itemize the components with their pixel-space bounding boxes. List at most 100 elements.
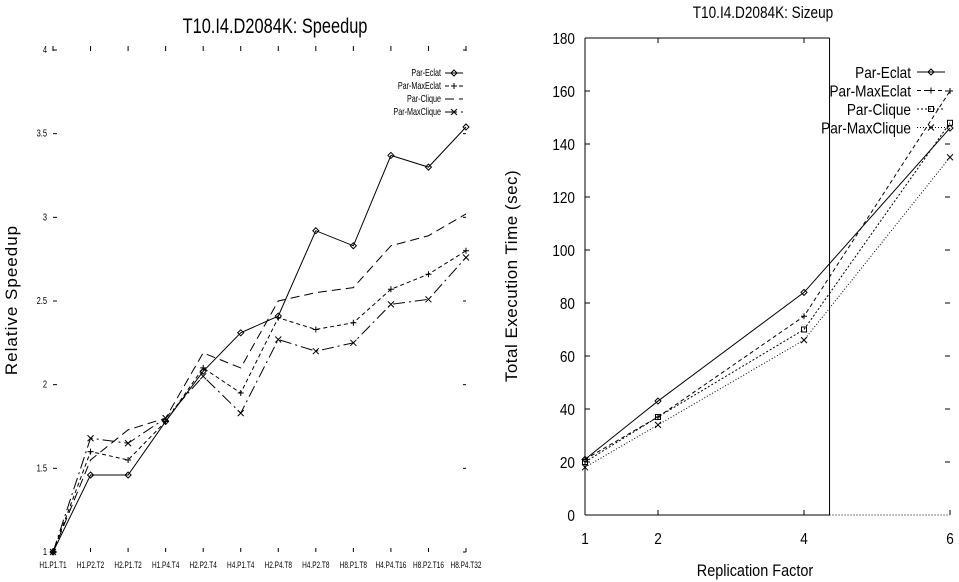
speedup-series: [49, 123, 470, 556]
speedup-point-par-maxeclat: [463, 247, 469, 254]
speedup-point-par-maxclique: [124, 439, 132, 447]
sizeup-y-tick-label: 60: [560, 349, 575, 366]
speedup-x-tick-label: H8.P2.T16: [413, 560, 444, 570]
sizeup-series-line-par-maxeclat: [584, 90, 951, 460]
sizeup-y-tick-label: 20: [560, 455, 575, 472]
sizeup-point-par-maxclique: [946, 153, 954, 161]
sizeup-y-tick-label: 0: [567, 508, 575, 525]
speedup-point-par-maxeclat: [275, 314, 282, 321]
speedup-point-par-maxclique: [350, 339, 357, 347]
sizeup-chart: T10.I4.D2084K: Sizeup Total Execution Ti…: [502, 4, 954, 581]
speedup-x-tick-label: H1.P4.T4: [152, 560, 180, 570]
sizeup-legend-marker: [928, 87, 934, 94]
speedup-point-par-maxclique: [274, 336, 282, 343]
sizeup-y-tick-label: 100: [552, 243, 575, 260]
speedup-y-tick-label: 2.5: [37, 295, 47, 306]
speedup-point-par-eclat: [237, 329, 245, 337]
sizeup-y-tick-label: 120: [552, 190, 575, 207]
speedup-series-line-par-eclat: [52, 126, 467, 553]
speedup-x-tick-label: H2.P4.T8: [265, 560, 293, 570]
speedup-x-tick-label: H1.P2.T2: [77, 560, 104, 570]
speedup-y-tick-label: 3.5: [37, 128, 47, 139]
sizeup-y-tick-label: 40: [560, 402, 575, 419]
sizeup-legend-marker: [927, 68, 935, 76]
sizeup-point-par-clique: [655, 413, 661, 420]
speedup-x-tick-label: H4.P1.T4: [227, 560, 255, 570]
speedup-point-par-maxeclat: [387, 286, 394, 293]
speedup-point-par-eclat: [387, 151, 395, 160]
speedup-point-par-maxeclat: [87, 448, 94, 455]
sizeup-legend-label: Par-Clique: [847, 102, 911, 119]
speedup-point-par-eclat: [462, 123, 470, 131]
speedup-point-par-maxeclat: [200, 364, 207, 371]
speedup-point-par-maxeclat: [125, 456, 132, 463]
speedup-point-par-eclat: [312, 227, 320, 235]
speedup-legend: Par-Eclat Par-MaxEclat Par-Clique Par-MaxCl…: [393, 67, 463, 117]
speedup-x-tick-label: H4.P2.T8: [302, 560, 330, 570]
sizeup-y-tick-label: 80: [560, 296, 575, 313]
sizeup-series: [581, 88, 954, 471]
speedup-legend-marker: [450, 108, 458, 116]
speedup-point-par-maxclique: [425, 295, 432, 303]
sizeup-legend-label: Par-MaxClique: [821, 121, 911, 138]
speedup-x-tick-label: H1.P1.T1: [39, 560, 66, 570]
speedup-x-tick-label: H2.P2.T4: [190, 560, 218, 570]
speedup-point-par-maxeclat: [162, 418, 169, 425]
sizeup-point-par-clique: [947, 119, 953, 126]
speedup-x-tick-label: H8.P4.T32: [451, 560, 482, 570]
sizeup-series-line-par-maxclique: [584, 156, 951, 468]
sizeup-point-par-maxclique: [581, 463, 589, 471]
sizeup-point-par-maxclique: [654, 421, 662, 429]
sizeup-point-par-maxeclat: [947, 88, 953, 94]
sizeup-legend-label: Par-MaxEclat: [829, 84, 911, 101]
speedup-legend-marker: [450, 69, 458, 77]
speedup-point-par-maxclique: [462, 254, 470, 261]
sizeup-x-tick-label: 6: [946, 531, 954, 548]
speedup-point-par-maxclique: [49, 548, 57, 556]
sizeup-series-line-par-clique: [584, 122, 951, 463]
speedup-point-par-eclat: [124, 471, 132, 479]
speedup-point-par-maxeclat: [312, 326, 319, 333]
sizeup-series-line-par-eclat: [584, 127, 951, 460]
speedup-y-tick-label: 4: [43, 44, 47, 55]
speedup-point-par-maxeclat: [425, 271, 432, 278]
speedup-chart-title: T10.I4.D2084K: Speedup: [183, 14, 368, 37]
speedup-series-line-par-clique: [52, 213, 467, 553]
speedup-point-par-maxeclat: [350, 319, 357, 326]
speedup-point-par-maxclique: [237, 409, 245, 417]
sizeup-y-axis-label: Total Execution Time (sec): [502, 170, 521, 382]
sizeup-y-tick-label: 160: [552, 84, 575, 101]
speedup-point-par-maxclique: [387, 300, 395, 308]
sizeup-legend-label: Par-Eclat: [855, 65, 912, 82]
sizeup-point-par-maxeclat: [801, 313, 807, 320]
sizeup-point-par-maxclique: [800, 336, 808, 344]
speedup-legend-label: Par-Clique: [407, 93, 441, 104]
sizeup-x-tick-label: 4: [800, 531, 808, 548]
speedup-y-tick-label: 1: [43, 546, 47, 557]
sizeup-x-tick-label: 2: [654, 531, 662, 548]
sizeup-axes: 0 20 40 60 80 100 120 140 160 180 1 2 4 6: [552, 31, 953, 548]
speedup-point-par-maxclique: [199, 372, 207, 380]
speedup-point-par-eclat: [349, 242, 358, 250]
speedup-x-tick-label: H2.P1.T2: [114, 560, 141, 570]
speedup-legend-marker: [451, 83, 457, 89]
sizeup-y-tick-label: 140: [552, 137, 575, 154]
speedup-point-par-eclat: [424, 163, 433, 171]
speedup-y-tick-label: 2: [43, 379, 47, 390]
sizeup-x-axis-label: Replication Factor: [697, 562, 813, 580]
speedup-point-par-maxclique: [87, 434, 94, 442]
speedup-chart: T10.I4.D2084K: Speedup Relative Speedup …: [2, 14, 481, 570]
speedup-point-par-maxclique: [162, 414, 169, 422]
speedup-x-tick-label: H4.P4.T16: [375, 560, 406, 570]
speedup-y-tick-label: 3: [43, 211, 47, 222]
speedup-y-axis-label: Relative Speedup: [2, 225, 21, 375]
sizeup-x-tick-label: 1: [581, 531, 589, 548]
speedup-legend-label: Par-Eclat: [411, 67, 441, 78]
sizeup-legend-marker: [928, 106, 934, 112]
sizeup-point-par-clique: [801, 326, 807, 333]
speedup-axes: 1 1.5 2 2.5 3 3.5 4 H1.P1.T1 H1.P2.T2 H2.P1.T2 H1.…: [37, 44, 482, 570]
speedup-point-par-eclat: [86, 471, 95, 479]
speedup-series-line-par-maxclique: [52, 257, 467, 553]
